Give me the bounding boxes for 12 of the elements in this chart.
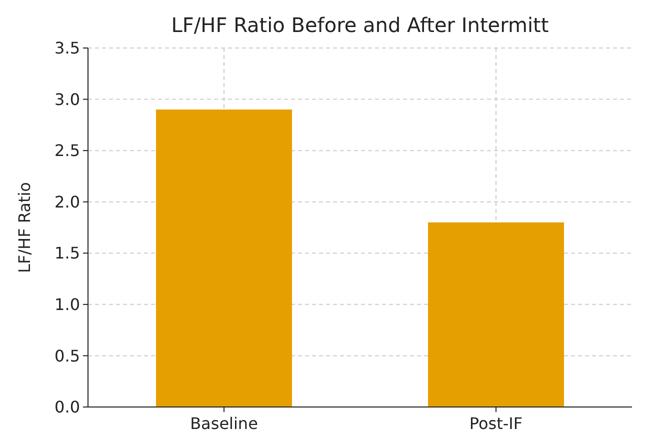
y-axis-title: LF/HF Ratio bbox=[15, 182, 34, 273]
x-tick-label: Baseline bbox=[190, 414, 258, 433]
y-tick-label: 1.5 bbox=[54, 244, 80, 263]
y-tick-label: 3.5 bbox=[54, 38, 80, 58]
y-tick-label: 2.5 bbox=[54, 141, 80, 160]
y-tick-label: 0.0 bbox=[54, 398, 80, 417]
y-tick-label: 2.0 bbox=[54, 192, 80, 212]
chart-title: LF/HF Ratio Before and After Intermitt bbox=[171, 13, 549, 37]
y-tick-label: 1.0 bbox=[54, 295, 80, 314]
y-tick-label: 3.0 bbox=[54, 90, 80, 109]
x-tick-label: Post-IF bbox=[469, 414, 523, 433]
y-tick-label: 0.5 bbox=[54, 346, 80, 366]
